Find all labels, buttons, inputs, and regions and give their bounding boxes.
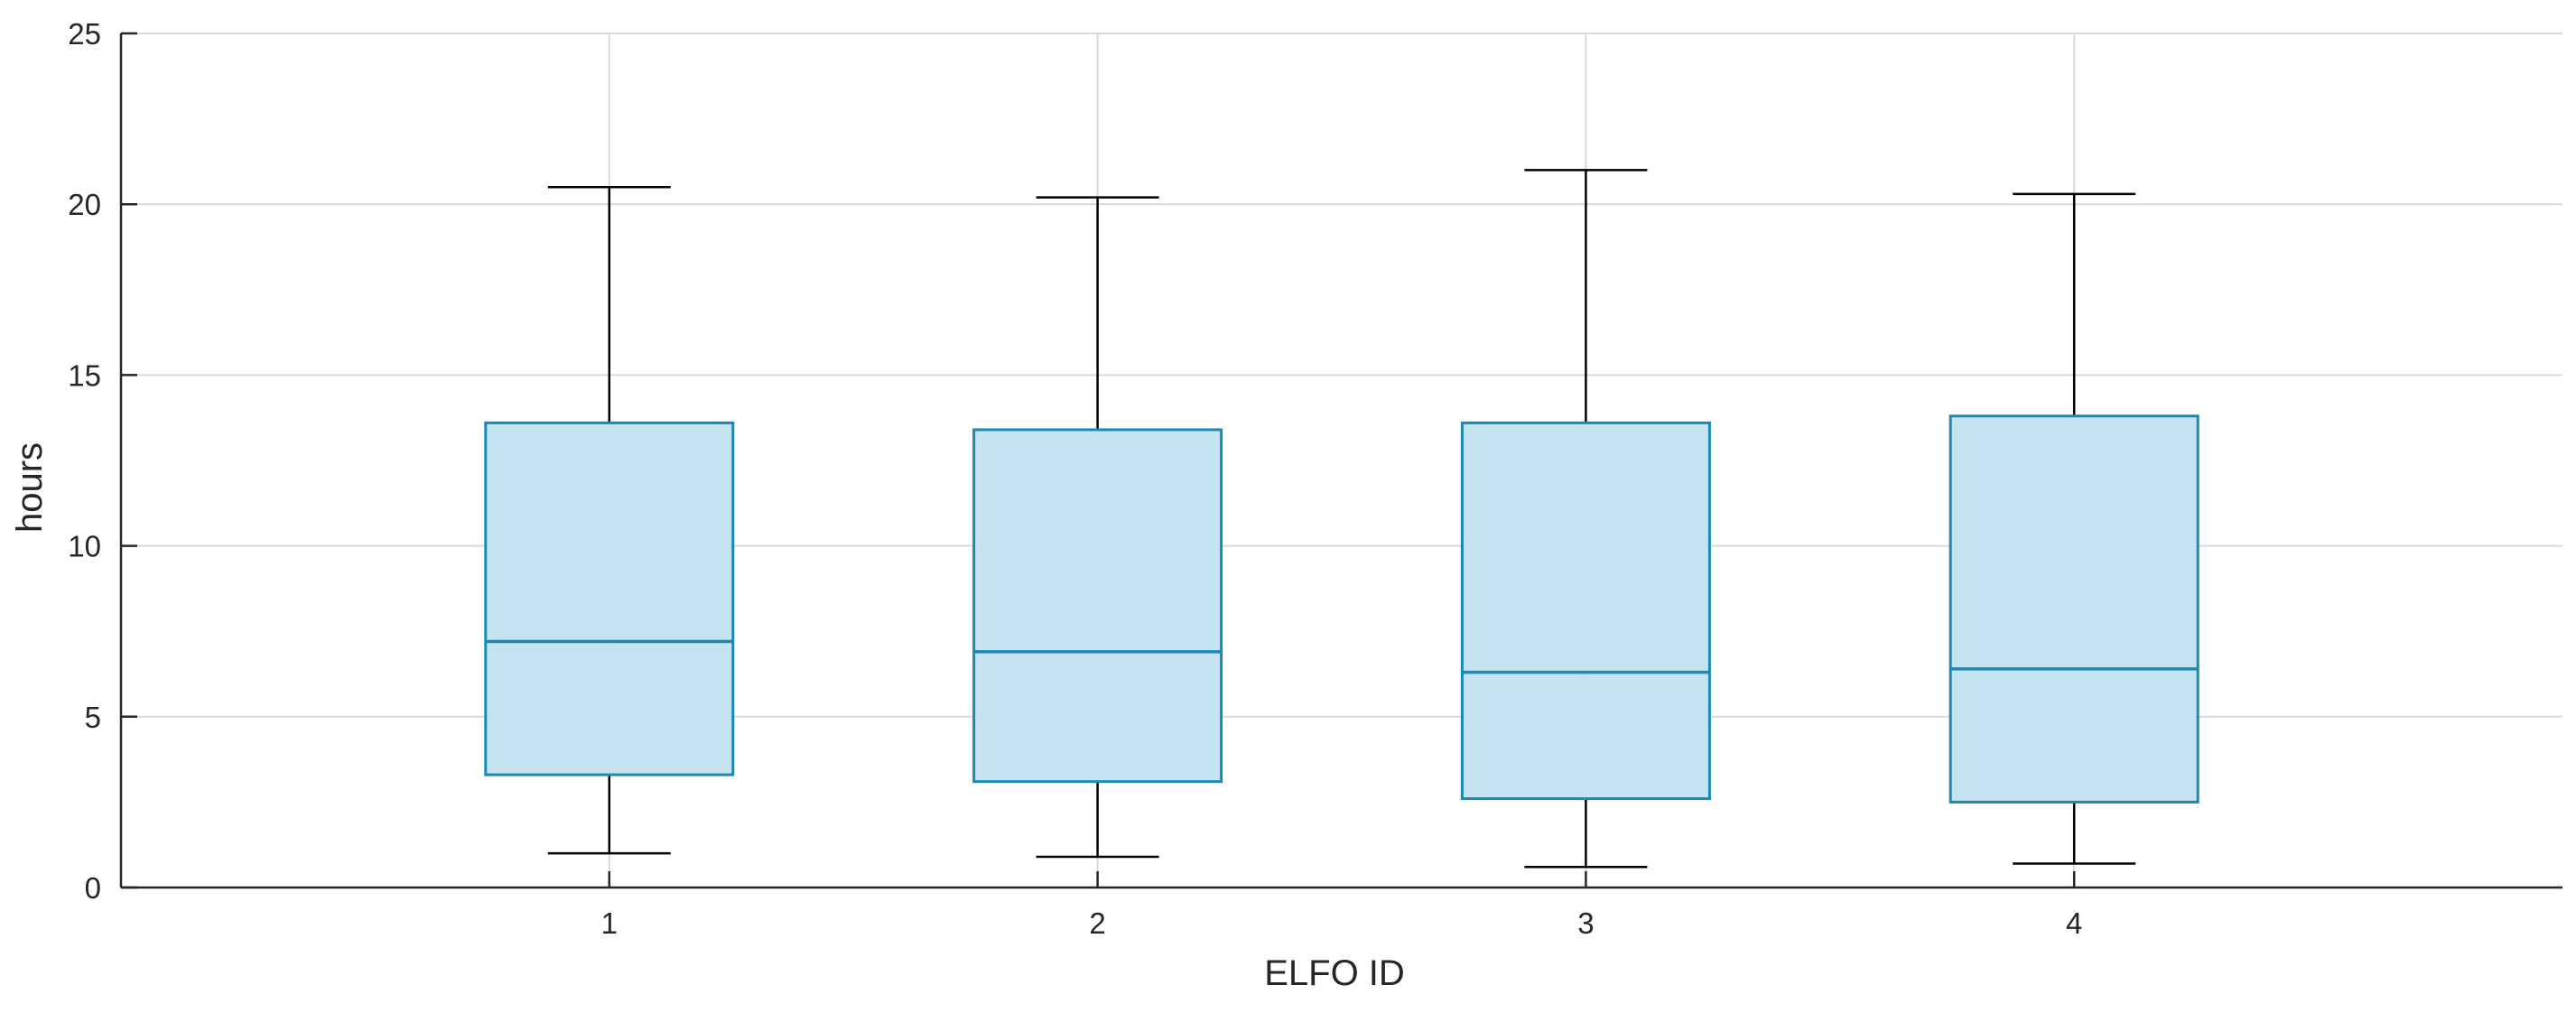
box-2 (972, 196, 1223, 859)
x-axis-title: ELFO ID (1264, 953, 1405, 993)
y-tick-label: 25 (68, 17, 101, 51)
box-body (1948, 414, 2199, 804)
box-body (972, 428, 1223, 784)
box-body (1460, 421, 1711, 801)
box-body (484, 421, 735, 776)
box-plot-series (484, 169, 2199, 869)
x-tick-label: 4 (2066, 906, 2082, 940)
box-4 (1948, 192, 2199, 865)
axes (119, 32, 2562, 889)
y-tick-label: 20 (68, 188, 101, 221)
y-tick-label: 5 (85, 701, 101, 734)
y-tick-label: 15 (68, 358, 101, 392)
y-axis-title: hours (10, 442, 50, 533)
y-tick-label: 0 (85, 871, 101, 905)
x-tick-label: 2 (1089, 906, 1105, 940)
tick-labels: 0 5 10 15 20 25 1 2 3 4 (68, 17, 2082, 940)
y-tick-label: 10 (68, 530, 101, 563)
box-1 (484, 186, 735, 855)
x-tick-label: 3 (1577, 906, 1594, 940)
x-tick-label: 1 (601, 906, 618, 940)
box-3 (1460, 169, 1711, 869)
